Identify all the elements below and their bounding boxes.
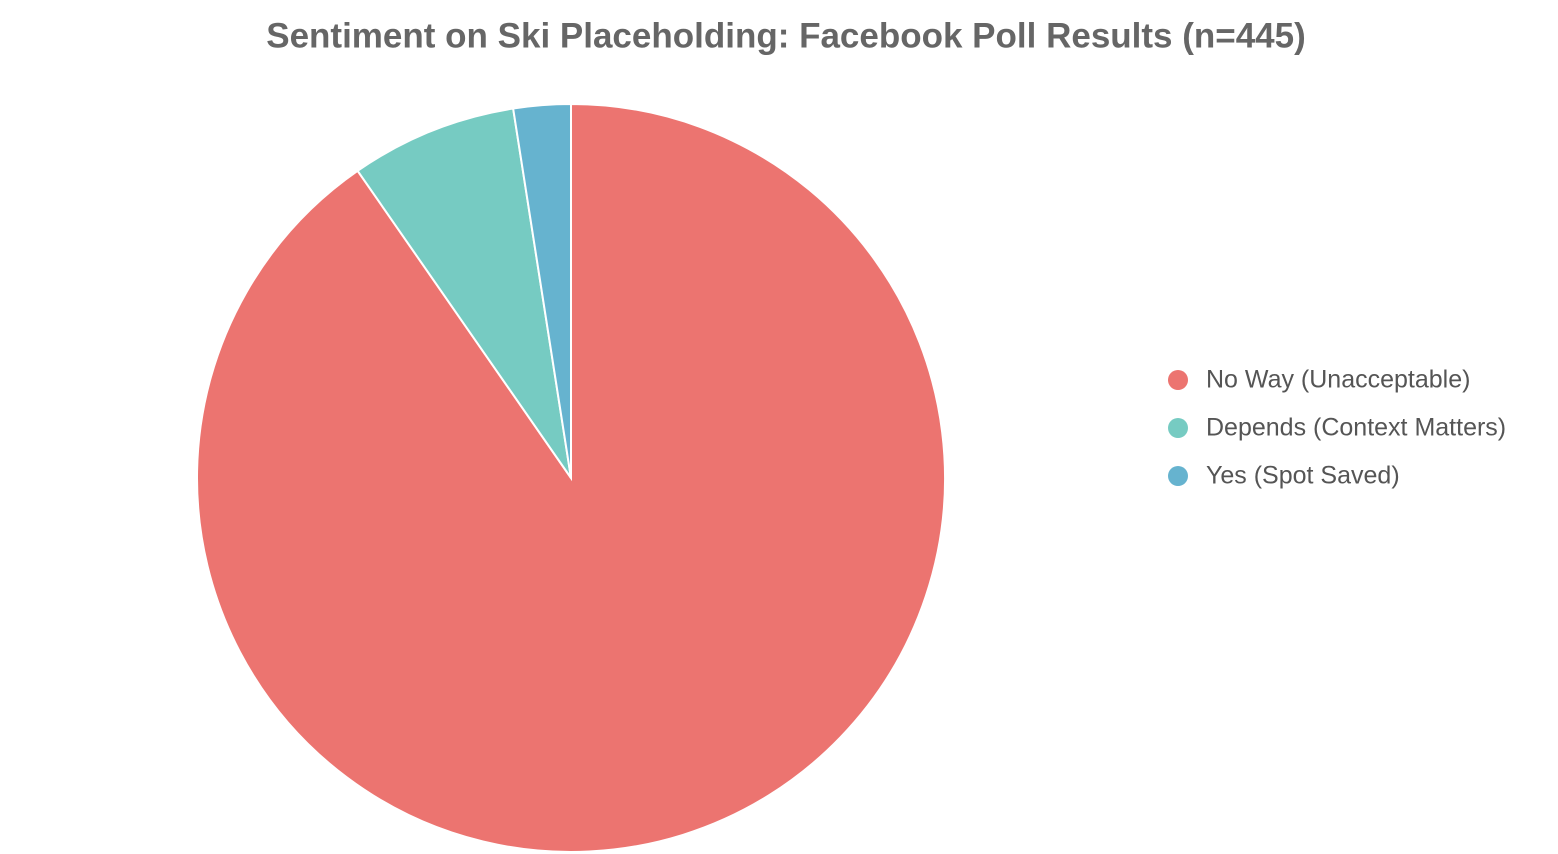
legend-swatch <box>1168 466 1188 486</box>
legend-label: Depends (Context Matters) <box>1206 414 1506 442</box>
chart-title: Sentiment on Ski Placeholding: Facebook … <box>266 16 1306 55</box>
pie-slice <box>356 107 572 479</box>
legend-swatch <box>1168 418 1188 438</box>
legend-swatch <box>1168 370 1188 390</box>
pie-slice <box>512 102 572 479</box>
legend-label: Yes (Spot Saved) <box>1206 462 1400 490</box>
legend-label: No Way (Unacceptable) <box>1206 366 1470 394</box>
